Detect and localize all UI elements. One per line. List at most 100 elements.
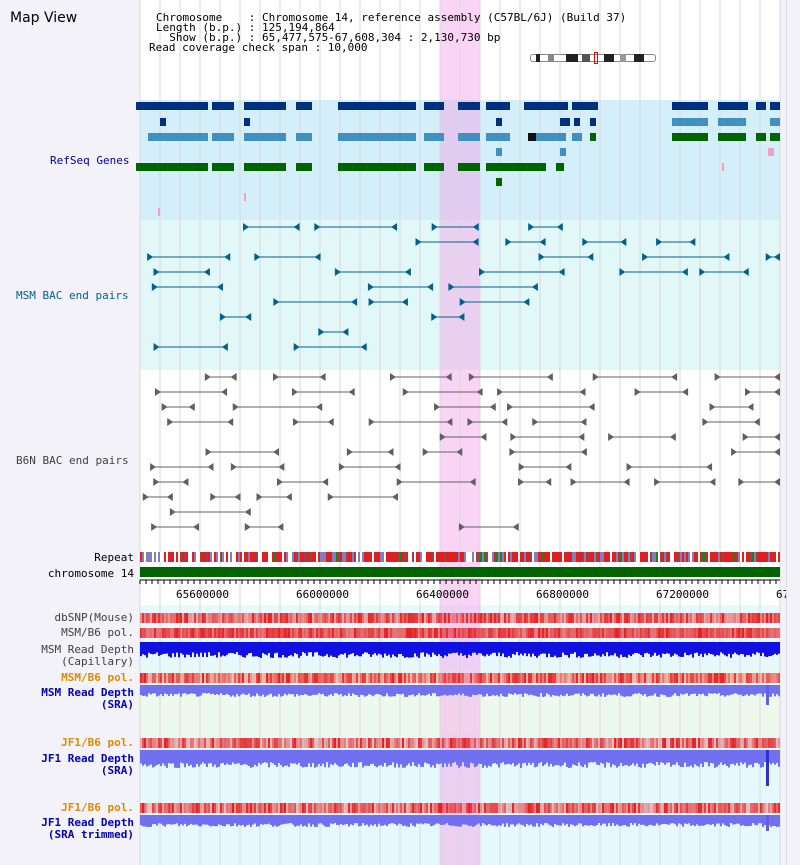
msm-read-cap-label-1: MSM Read Depth xyxy=(41,643,134,656)
read-depth-bar xyxy=(580,685,582,696)
polymorphism-mark xyxy=(488,738,490,748)
b6n-bac-label[interactable]: B6N BAC end pairs xyxy=(16,454,129,467)
read-depth-bar xyxy=(228,685,230,696)
bac-end-marker xyxy=(338,463,345,471)
repeat-mark xyxy=(216,552,218,562)
polymorphism-mark xyxy=(168,613,170,623)
repeat-mark xyxy=(390,552,392,562)
polymorphism-mark xyxy=(406,613,408,623)
repeat-mark xyxy=(174,552,176,562)
read-depth-bar xyxy=(668,750,670,763)
polymorphism-mark xyxy=(484,738,486,748)
polymorphism-mark xyxy=(176,803,178,813)
read-depth-bar xyxy=(482,815,484,824)
polymorphism-mark xyxy=(180,803,182,813)
read-depth-bar xyxy=(252,815,254,825)
bac-end-marker xyxy=(774,388,780,396)
read-depth-bar xyxy=(168,815,170,824)
read-depth-bar xyxy=(726,685,728,696)
bac-end-marker xyxy=(142,493,149,501)
polymorphism-mark xyxy=(696,613,698,623)
polymorphism-mark xyxy=(638,613,640,623)
repeat-mark xyxy=(154,552,156,562)
polymorphism-mark xyxy=(756,613,758,623)
repeat-mark xyxy=(676,552,678,562)
polymorphism-mark xyxy=(222,613,224,623)
read-depth-bar xyxy=(360,685,362,695)
repeat-mark xyxy=(488,552,490,562)
gene-block xyxy=(770,102,780,110)
polymorphism-mark xyxy=(344,803,346,813)
polymorphism-mark xyxy=(252,738,254,748)
read-depth-bar xyxy=(166,815,168,825)
read-depth-bar xyxy=(454,750,456,763)
repeat-mark xyxy=(694,552,696,562)
polymorphism-mark xyxy=(416,803,418,813)
read-depth-bar xyxy=(544,685,546,697)
polymorphism-mark xyxy=(352,673,354,683)
repeat-mark xyxy=(148,552,150,562)
polymorphism-mark xyxy=(492,628,494,638)
read-depth-bar xyxy=(528,815,530,826)
polymorphism-mark xyxy=(514,803,516,813)
read-depth-bar xyxy=(712,685,714,694)
right-scroll-strip[interactable] xyxy=(786,0,800,865)
polymorphism-mark xyxy=(310,738,312,748)
polymorphism-mark xyxy=(542,803,544,813)
read-depth-bar xyxy=(246,642,248,656)
polymorphism-mark xyxy=(170,738,172,748)
read-depth-bar xyxy=(400,685,402,695)
read-depth-bar xyxy=(676,642,678,655)
read-depth-bar xyxy=(316,685,318,695)
read-depth-bar xyxy=(522,750,524,764)
refseq-genes-label[interactable]: RefSeq Genes xyxy=(50,154,130,167)
read-depth-bar xyxy=(712,750,714,764)
polymorphism-mark xyxy=(210,613,212,623)
read-depth-bar xyxy=(422,642,424,653)
read-depth-bar xyxy=(146,750,148,767)
read-depth-bar xyxy=(684,750,686,763)
polymorphism-mark xyxy=(386,673,388,683)
polymorphism-mark xyxy=(314,628,316,638)
repeat-mark xyxy=(744,552,746,562)
bac-end-marker xyxy=(478,268,485,276)
polymorphism-mark xyxy=(626,628,628,638)
bac-end-marker xyxy=(293,223,300,231)
polymorphism-mark xyxy=(720,613,722,623)
read-depth-bar xyxy=(502,685,504,697)
read-depth-bar xyxy=(670,815,672,824)
read-depth-bar xyxy=(466,815,468,825)
read-depth-bar xyxy=(404,815,406,826)
polymorphism-mark xyxy=(584,673,586,683)
bac-end-marker xyxy=(532,418,539,426)
polymorphism-mark xyxy=(476,803,478,813)
read-depth-bar xyxy=(386,685,388,694)
read-depth-bar xyxy=(370,815,372,825)
polymorphism-mark xyxy=(684,613,686,623)
polymorphism-mark xyxy=(150,738,152,748)
read-depth-bar xyxy=(194,815,196,825)
repeat-mark xyxy=(358,552,360,562)
polymorphism-mark xyxy=(428,673,430,683)
polymorphism-mark xyxy=(476,738,478,748)
msm-bac-label[interactable]: MSM BAC end pairs xyxy=(16,289,129,302)
repeat-mark xyxy=(578,552,580,562)
read-depth-bar xyxy=(190,685,192,694)
polymorphism-mark xyxy=(458,628,460,638)
repeat-mark xyxy=(208,552,210,562)
read-depth-bar xyxy=(426,685,428,695)
polymorphism-mark xyxy=(308,738,310,748)
polymorphism-mark xyxy=(656,628,658,638)
polymorphism-mark xyxy=(720,673,722,683)
polymorphism-mark xyxy=(610,613,612,623)
polymorphism-mark xyxy=(360,738,362,748)
chromosome-ideogram[interactable] xyxy=(530,52,656,64)
read-depth-bar xyxy=(158,750,160,765)
polymorphism-mark xyxy=(568,673,570,683)
read-depth-bar xyxy=(340,750,342,767)
polymorphism-mark xyxy=(162,803,164,813)
read-depth-bar xyxy=(582,685,584,694)
read-depth-bar xyxy=(660,685,662,695)
read-depth-bar xyxy=(150,642,152,654)
polymorphism-mark xyxy=(436,673,438,683)
